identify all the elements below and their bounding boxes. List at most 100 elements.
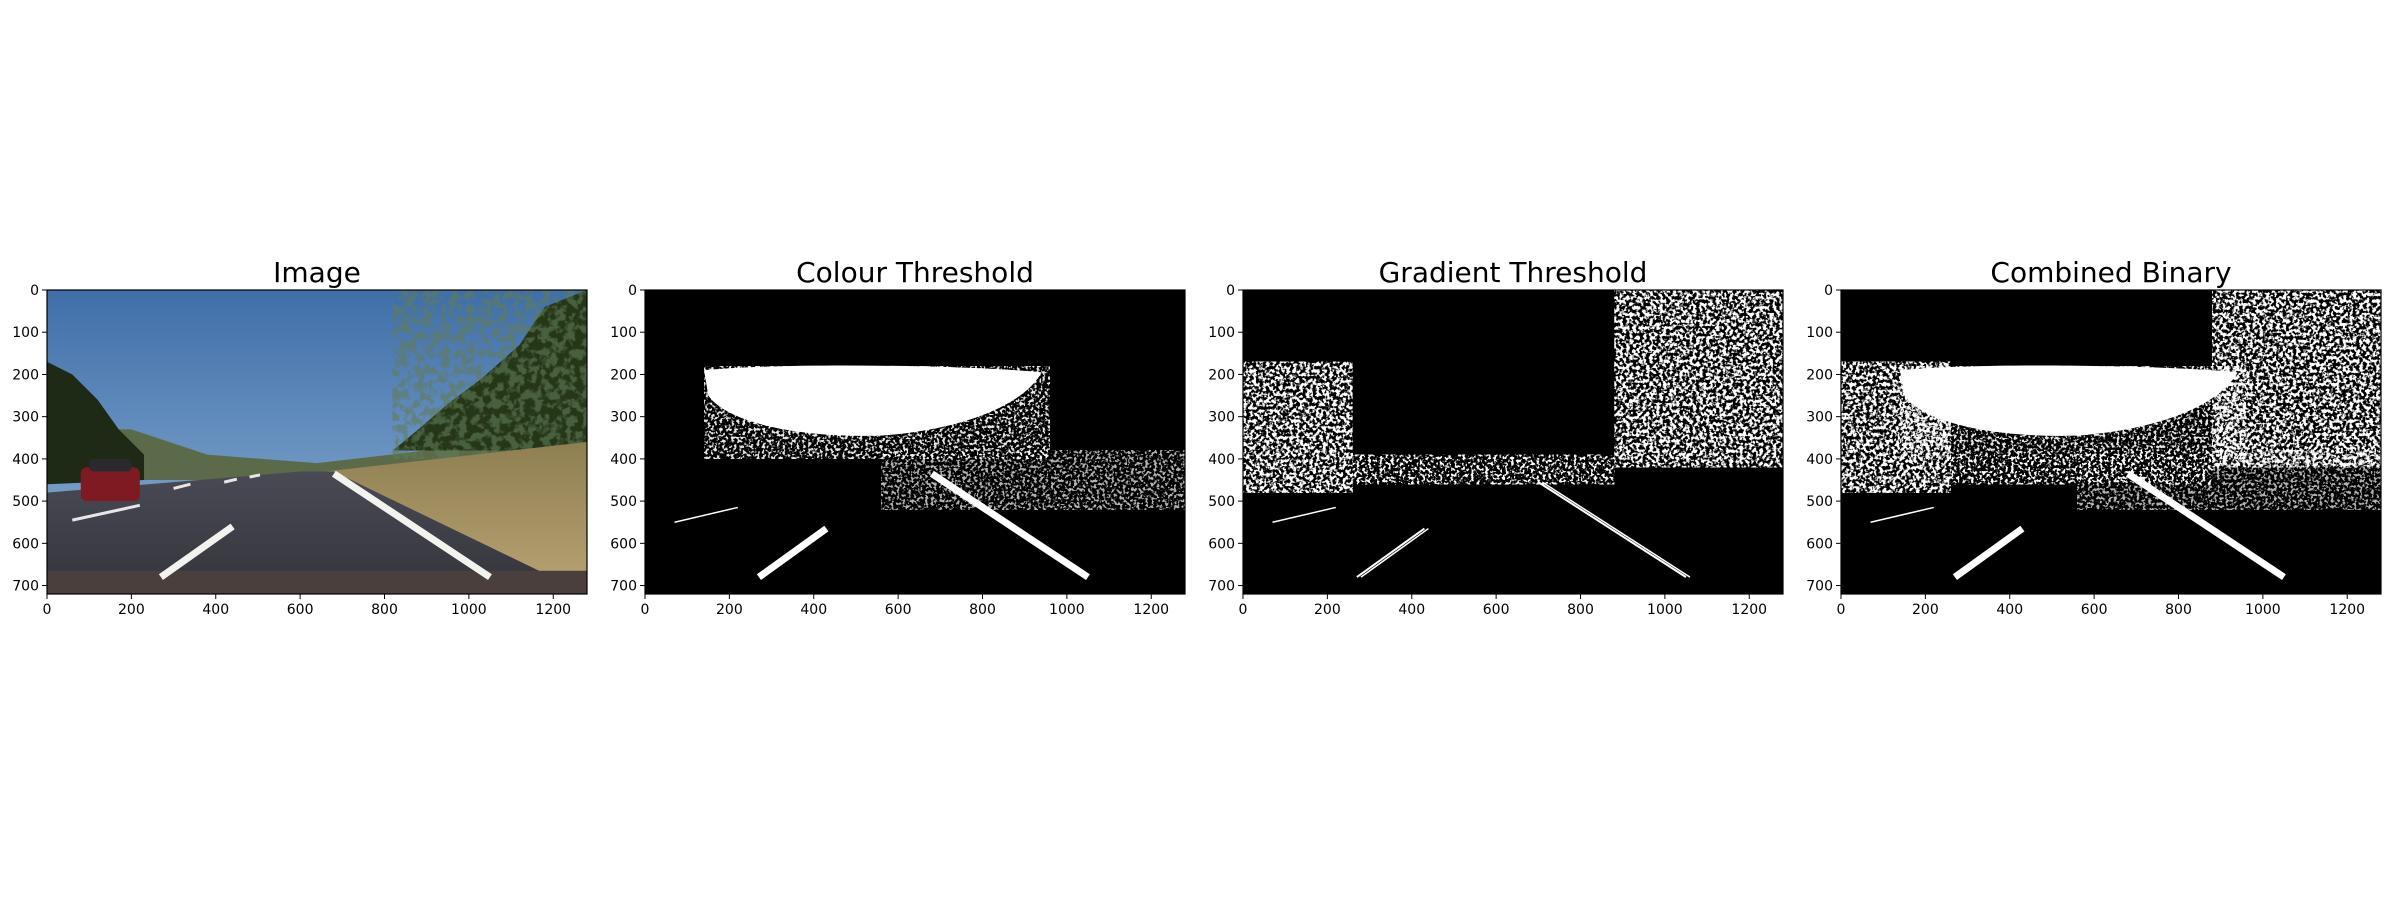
y-tick-label: 0	[628, 283, 637, 299]
y-tick-label: 700	[12, 579, 39, 595]
x-tick-label: 0	[43, 602, 52, 618]
sky-mask	[1352, 290, 1615, 451]
lane-line-1	[158, 523, 235, 580]
y-tick-label: 200	[1806, 367, 1833, 383]
lane-line-1	[1356, 527, 1425, 578]
y-tick-label: 200	[610, 367, 637, 383]
x-tick-label: 600	[287, 602, 314, 618]
red-car-window	[89, 458, 132, 472]
x-tick-label: 600	[2081, 602, 2108, 618]
y-tick-label: 200	[1208, 367, 1235, 383]
y-tick-label: 100	[1208, 325, 1235, 341]
red-car	[80, 467, 140, 502]
x-tick-label: 800	[371, 602, 398, 618]
panel-title: Image	[273, 256, 361, 289]
x-tick-label: 0	[641, 602, 650, 618]
blob-speckle	[704, 366, 1050, 459]
x-tick-label: 1200	[535, 602, 571, 618]
y-tick-label: 700	[1208, 579, 1235, 595]
left-trees	[47, 361, 145, 485]
y-tick-label: 300	[1806, 410, 1833, 426]
x-tick-label: 1000	[1049, 602, 1085, 618]
y-tick-label: 400	[12, 452, 39, 468]
x-tick-label: 200	[1314, 602, 1341, 618]
y-tick-label: 600	[1806, 536, 1833, 552]
lane-line-2	[331, 470, 492, 581]
y-tick-label: 400	[610, 452, 637, 468]
panel-3: Gradient Threshold 0 200 400 600 800 1000 1200 0…	[1208, 256, 1784, 618]
y-tick-label: 0	[30, 283, 39, 299]
panel-1: Image 0 200 400 600 800 1000 1200 0 100 200 300 400 5…	[12, 256, 588, 618]
y-tick-label: 500	[12, 494, 39, 510]
x-tick-label: 1200	[1731, 602, 1767, 618]
x-tick-label: 200	[118, 602, 145, 618]
panel-title: Colour Threshold	[796, 256, 1034, 289]
y-tick-label: 0	[1226, 283, 1235, 299]
x-tick-label: 800	[2165, 602, 2192, 618]
left-edge-cluster	[1841, 361, 1951, 493]
y-tick-label: 300	[1208, 410, 1235, 426]
y-tick-label: 500	[1208, 494, 1235, 510]
lane-line-1	[1952, 525, 2025, 580]
y-tick-label: 200	[12, 367, 39, 383]
x-tick-label: 200	[1912, 602, 1939, 618]
panel-2: Colour Threshold 0 200 400 600 800 1000 1200 0 10…	[610, 256, 1186, 618]
dashed-marking-3	[223, 477, 238, 484]
lane-line-edge-2	[1541, 481, 1691, 578]
lane-line-2	[2125, 470, 2286, 581]
x-tick-label: 800	[1567, 602, 1594, 618]
lane-line-1	[756, 525, 829, 580]
right-edge-cluster	[1614, 290, 1783, 468]
y-tick-label: 600	[610, 536, 637, 552]
axes-frame	[644, 289, 1186, 595]
left-thin-marking	[1272, 506, 1336, 523]
y-tick-label: 100	[1806, 325, 1833, 341]
panel-4: Combined Binary 0 200 400 600 800 1000 1200 0 100…	[1806, 256, 2382, 618]
axes-frame	[46, 289, 588, 595]
road-specks	[881, 450, 1185, 510]
panel-image	[47, 290, 587, 594]
x-tick-label: 1000	[2245, 602, 2281, 618]
y-tick-label: 700	[610, 579, 637, 595]
y-tick-label: 0	[1824, 283, 1833, 299]
lane-line-2	[929, 470, 1090, 581]
y-tick-label: 600	[1208, 536, 1235, 552]
foliage-texture	[392, 290, 587, 459]
panel-image	[1841, 290, 2381, 594]
left-thin-marking	[1870, 506, 1934, 523]
x-tick-label: 1200	[1133, 602, 1169, 618]
x-tick-label: 400	[1398, 602, 1425, 618]
dashed-marking-4	[249, 473, 261, 479]
x-tick-label: 400	[202, 602, 229, 618]
horizon-edges	[1352, 454, 1615, 485]
x-tick-label: 0	[1837, 602, 1846, 618]
y-tick-label: 600	[12, 536, 39, 552]
dashed-marking-2	[173, 482, 191, 490]
y-tick-label: 400	[1208, 452, 1235, 468]
panel-title: Combined Binary	[1990, 256, 2231, 289]
y-tick-label: 300	[12, 410, 39, 426]
x-tick-label: 1000	[451, 602, 487, 618]
blob-speckle	[1900, 366, 2246, 459]
left-thin-marking	[674, 506, 738, 523]
lane-line-edge-1	[1360, 527, 1429, 578]
x-tick-label: 800	[969, 602, 996, 618]
y-tick-label: 300	[610, 410, 637, 426]
y-tick-label: 100	[12, 325, 39, 341]
dashed-marking-1	[71, 503, 141, 522]
panel-title: Gradient Threshold	[1379, 256, 1648, 289]
y-tick-label: 100	[610, 325, 637, 341]
y-tick-label: 700	[1806, 579, 1833, 595]
x-tick-label: 400	[800, 602, 827, 618]
y-tick-label: 400	[1806, 452, 1833, 468]
left-edge-cluster	[1243, 361, 1353, 493]
x-tick-label: 0	[1239, 602, 1248, 618]
x-tick-label: 200	[716, 602, 743, 618]
panel-image	[645, 290, 1185, 594]
y-tick-label: 500	[1806, 494, 1833, 510]
x-tick-label: 1200	[2329, 602, 2365, 618]
car-hood	[47, 570, 587, 594]
axes-frame	[1242, 289, 1784, 595]
right-edge-cluster	[2212, 290, 2381, 468]
